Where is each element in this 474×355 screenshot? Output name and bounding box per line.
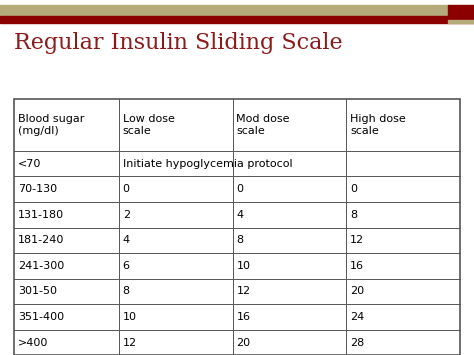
Text: 12: 12 bbox=[237, 286, 250, 296]
Text: 351-400: 351-400 bbox=[18, 312, 64, 322]
Text: 241-300: 241-300 bbox=[18, 261, 64, 271]
Text: Blood sugar
(mg/dl): Blood sugar (mg/dl) bbox=[18, 114, 84, 136]
Text: 4: 4 bbox=[237, 210, 244, 220]
Text: Low dose
scale: Low dose scale bbox=[123, 114, 174, 136]
Text: 131-180: 131-180 bbox=[18, 210, 64, 220]
Bar bbox=[0, 5, 448, 16]
Text: 12: 12 bbox=[350, 235, 364, 245]
Text: High dose
scale: High dose scale bbox=[350, 114, 406, 136]
Text: 10: 10 bbox=[123, 312, 137, 322]
Text: Initiate hypoglycemia protocol: Initiate hypoglycemia protocol bbox=[123, 159, 292, 169]
Text: 0: 0 bbox=[350, 184, 357, 194]
Bar bbox=[448, 20, 474, 23]
Text: 28: 28 bbox=[350, 338, 364, 348]
Text: 12: 12 bbox=[123, 338, 137, 348]
Text: 8: 8 bbox=[350, 210, 357, 220]
Text: Regular Insulin Sliding Scale: Regular Insulin Sliding Scale bbox=[14, 32, 343, 54]
Text: 301-50: 301-50 bbox=[18, 286, 57, 296]
Text: 16: 16 bbox=[350, 261, 364, 271]
Bar bbox=[14, 99, 460, 355]
Text: 4: 4 bbox=[123, 235, 130, 245]
Text: 2: 2 bbox=[123, 210, 130, 220]
Bar bbox=[448, 5, 474, 16]
Text: 70-130: 70-130 bbox=[18, 184, 57, 194]
Text: 16: 16 bbox=[237, 312, 250, 322]
Text: 20: 20 bbox=[350, 286, 364, 296]
Text: 0: 0 bbox=[237, 184, 243, 194]
Text: 8: 8 bbox=[237, 235, 244, 245]
Text: 24: 24 bbox=[350, 312, 364, 322]
Text: >400: >400 bbox=[18, 338, 48, 348]
Text: 10: 10 bbox=[237, 261, 250, 271]
Text: 181-240: 181-240 bbox=[18, 235, 64, 245]
Text: 8: 8 bbox=[123, 286, 130, 296]
Text: 6: 6 bbox=[123, 261, 130, 271]
Text: 20: 20 bbox=[237, 338, 250, 348]
Bar bbox=[0, 16, 474, 23]
Text: 0: 0 bbox=[123, 184, 130, 194]
Text: Mod dose
scale: Mod dose scale bbox=[237, 114, 290, 136]
Text: <70: <70 bbox=[18, 159, 41, 169]
